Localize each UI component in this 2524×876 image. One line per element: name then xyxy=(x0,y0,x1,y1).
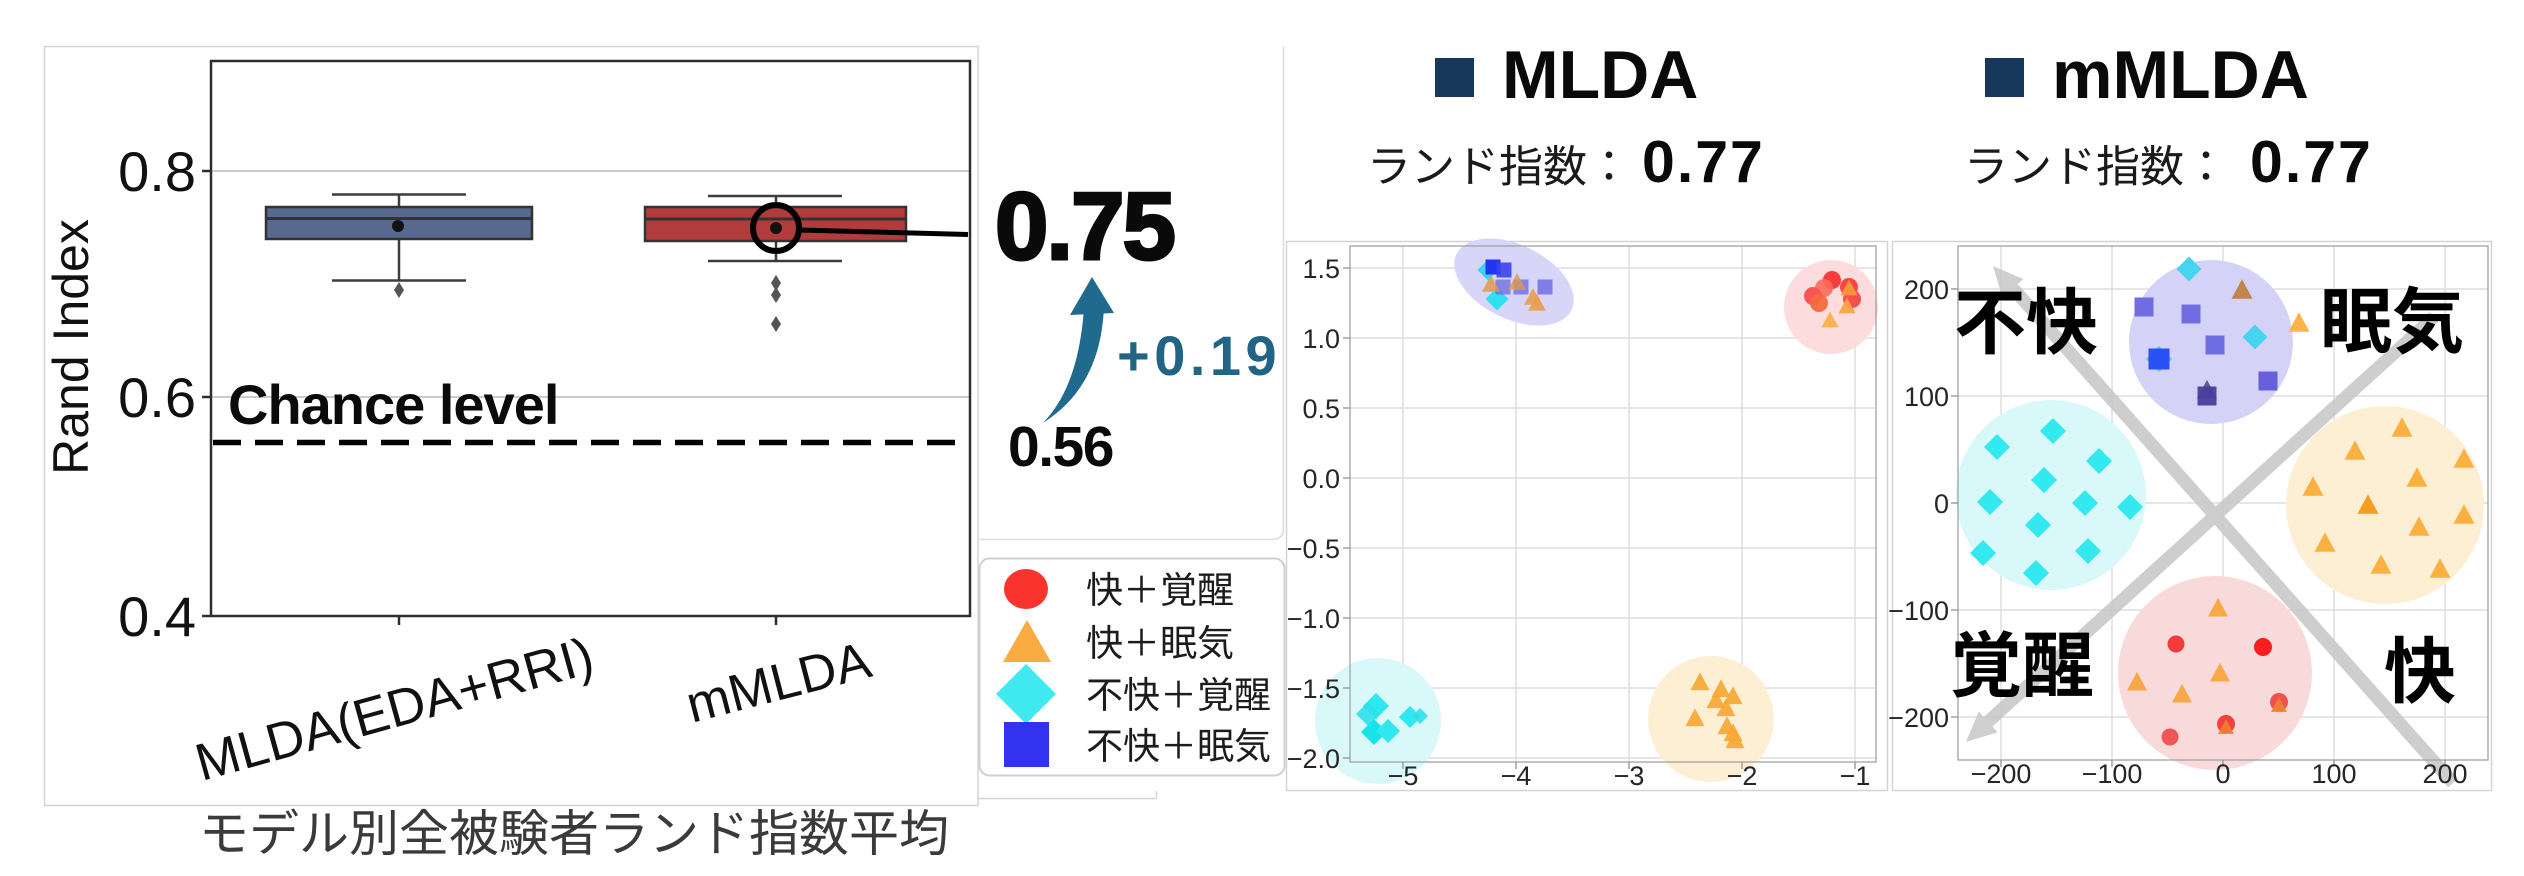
svg-text:−100: −100 xyxy=(2082,759,2143,789)
svg-text:−1.0: −1.0 xyxy=(1287,604,1340,634)
svg-text:−200: −200 xyxy=(1888,703,1949,733)
svg-text:100: 100 xyxy=(2311,759,2356,789)
svg-text:−1.5: −1.5 xyxy=(1287,674,1340,704)
svg-text:0.0: 0.0 xyxy=(1302,464,1340,494)
svg-text:0.75: 0.75 xyxy=(995,173,1174,280)
svg-text:MLDA: MLDA xyxy=(1502,37,1698,113)
svg-text:200: 200 xyxy=(2422,759,2467,789)
svg-text:−2.0: −2.0 xyxy=(1287,744,1340,774)
svg-text:1.5: 1.5 xyxy=(1302,254,1340,284)
svg-text:Rand Index: Rand Index xyxy=(43,219,99,475)
svg-text:0.5: 0.5 xyxy=(1302,394,1340,424)
svg-text:mMLDA: mMLDA xyxy=(2052,37,2309,113)
svg-text:−2: −2 xyxy=(1727,761,1758,791)
svg-text:−100: −100 xyxy=(1888,596,1949,626)
svg-text:0.77: 0.77 xyxy=(1642,129,1765,195)
svg-text:0.6: 0.6 xyxy=(118,366,196,429)
svg-text:−5: −5 xyxy=(1388,761,1419,791)
svg-text:0.4: 0.4 xyxy=(118,585,196,648)
svg-text:1.0: 1.0 xyxy=(1302,324,1340,354)
svg-text:−1: −1 xyxy=(1840,761,1871,791)
svg-text:−3: −3 xyxy=(1614,761,1645,791)
svg-text:0.8: 0.8 xyxy=(118,140,196,203)
svg-text:−0.5: −0.5 xyxy=(1287,534,1340,564)
svg-text:0.56: 0.56 xyxy=(1008,415,1113,479)
svg-text:−4: −4 xyxy=(1501,761,1532,791)
svg-text:−200: −200 xyxy=(1971,759,2032,789)
svg-text:0.77: 0.77 xyxy=(2250,129,2373,195)
svg-text:100: 100 xyxy=(1904,382,1949,412)
svg-text:+0.19: +0.19 xyxy=(1117,324,1281,387)
svg-text:200: 200 xyxy=(1904,275,1949,305)
svg-text:0: 0 xyxy=(2215,759,2230,789)
svg-text:0: 0 xyxy=(1934,489,1949,519)
svg-text:Chance level: Chance level xyxy=(228,373,558,436)
